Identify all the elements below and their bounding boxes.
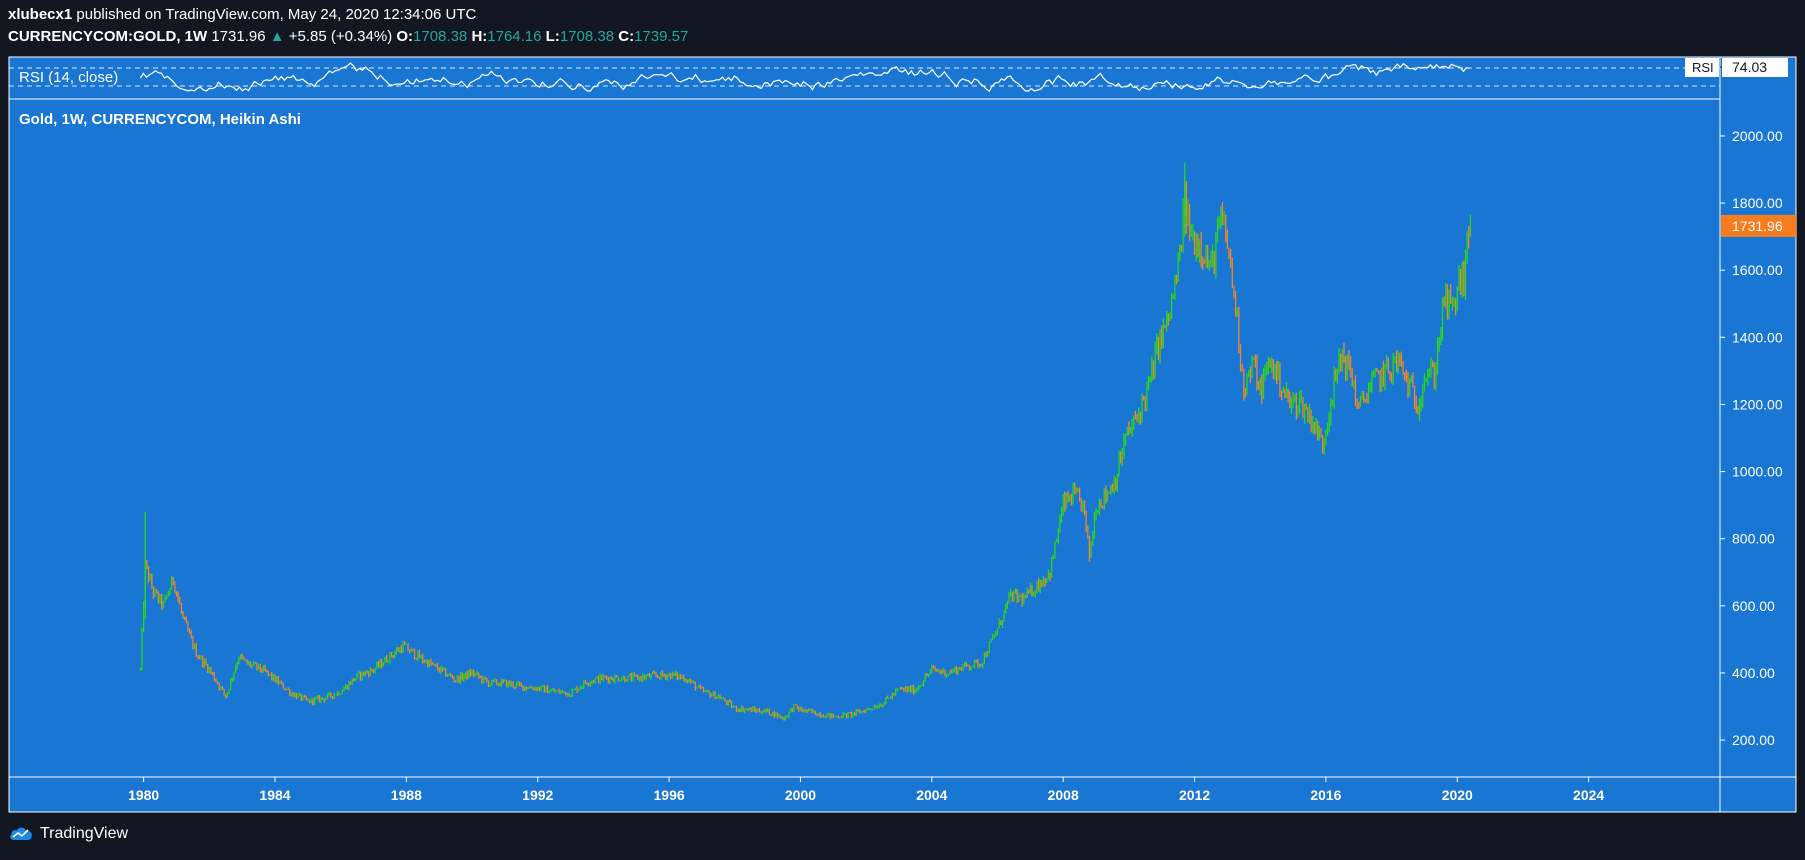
price-series [139,162,1472,721]
x-tick-label: 1992 [522,787,553,803]
rsi-label: RSI (14, close) [19,69,118,86]
publisher-name[interactable]: xlubecx1 [8,6,73,23]
publish-line: xlubecx1 published on TradingView.com, M… [8,6,476,23]
rsi-tag: RSI [1692,60,1714,75]
price-axis-pane[interactable] [1719,56,1797,778]
high-value: 1764.16 [487,28,542,45]
x-tick-label: 2004 [916,787,947,803]
y-tick-label: 1000.00 [1732,464,1783,480]
price-tag-box [1721,214,1796,237]
price-tag-value: 1731.96 [1732,218,1783,234]
rsi-value-box [1722,58,1788,77]
symbol-label: CURRENCYCOM:GOLD, 1W [8,28,208,45]
x-tick-label: 1980 [128,787,159,803]
last-price: 1731.96 [211,28,266,45]
x-tick-label: 1996 [654,787,685,803]
y-tick-label: 800.00 [1732,531,1775,547]
rsi-line [139,62,1470,92]
x-tick-label: 2000 [785,787,816,803]
axis-corner [1719,776,1797,813]
y-tick-label: 600.00 [1732,598,1775,614]
time-axis-pane[interactable] [8,776,1721,813]
x-tick-label: 2016 [1310,787,1341,803]
y-tick-label: 1200.00 [1732,396,1783,412]
close-label: C: [618,28,635,45]
low-label: L: [545,28,560,45]
tradingview-cloud-icon [10,827,32,840]
rsi-tag-box [1685,58,1719,77]
x-tick-label: 2008 [1048,787,1079,803]
price-change: +5.85 (+0.34%) [288,28,393,45]
x-tick-label: 2020 [1442,787,1473,803]
open-value: 1708.38 [413,28,468,45]
current-price-tag: 1731.96 [1721,214,1796,237]
y-axis: 200.00 400.00 600.00 800.00 1000.00 1200.00 14… [1720,128,1783,748]
x-tick-label: 2012 [1179,787,1210,803]
x-tick-label: 1984 [259,787,290,803]
low-value: 1708.38 [559,28,615,45]
high-label: H: [471,28,488,45]
published-text: published on TradingView.com, May 24, 20… [76,6,477,23]
x-tick-label: 2024 [1573,787,1604,803]
open-label: O: [396,28,414,45]
y-tick-label: 200.00 [1732,732,1775,748]
close-value: 1739.57 [634,28,689,45]
brand-name: TradingView [40,825,129,842]
y-tick-label: 2000.00 [1732,128,1783,144]
y-tick-label: 1400.00 [1732,329,1783,345]
price-pane[interactable] [8,98,1721,778]
chart-title: Gold, 1W, CURRENCYCOM, Heikin Ashi [19,111,301,128]
rsi-pane[interactable] [8,56,1721,100]
tradingview-brand[interactable]: TradingView [8,825,128,843]
x-tick-label: 1988 [391,787,422,803]
y-tick-label: 1800.00 [1732,195,1783,211]
y-tick-label: 1600.00 [1732,262,1783,278]
rsi-value: 74.03 [1732,59,1767,75]
ohlc-line: CURRENCYCOM:GOLD, 1W 1731.96 ▲ +5.85 (+0… [8,28,688,45]
up-arrow-icon: ▲ [269,28,285,45]
x-axis: 1980 1984 1988 1992 1996 2000 2004 2008 2012 2016… [128,777,1604,803]
y-tick-label: 400.00 [1732,665,1775,681]
